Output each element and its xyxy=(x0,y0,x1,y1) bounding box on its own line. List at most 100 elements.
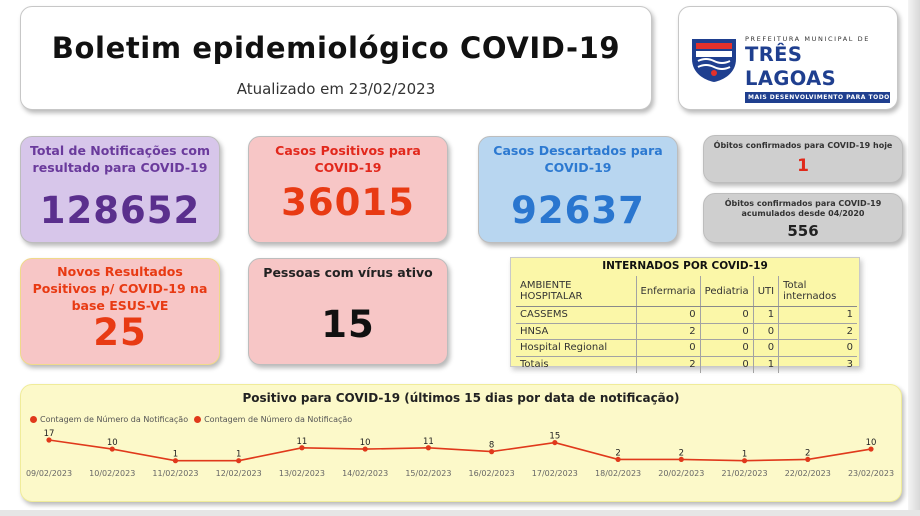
data-label: 2 xyxy=(679,448,684,458)
kpi-value: 92637 xyxy=(511,189,645,232)
table-title: INTERNADOS POR COVID-19 xyxy=(602,260,768,272)
x-tick-label: 09/02/2023 xyxy=(26,469,72,478)
data-point[interactable] xyxy=(46,437,52,443)
table-cell: 0 xyxy=(752,339,779,357)
table-row: CASSEMS 0 0 1 1 xyxy=(516,306,857,324)
logo-text: PREFEITURA MUNICIPAL DE TRÊS LAGOAS MAIS… xyxy=(745,35,894,103)
data-label: 2 xyxy=(615,448,620,458)
data-point[interactable] xyxy=(678,456,684,463)
table-cell: Totais xyxy=(520,359,549,370)
legend-dot-icon xyxy=(194,416,202,423)
x-tick-label: 22/02/2023 xyxy=(785,469,831,478)
column-header[interactable]: UTI xyxy=(752,276,779,307)
data-label: 2 xyxy=(805,448,810,458)
data-point[interactable] xyxy=(236,458,242,464)
internados-table: AMBIENTE HOSPITALAR Enfermaria Pediatria… xyxy=(516,276,857,373)
data-label: 17 xyxy=(44,429,55,439)
table-cell: 1 xyxy=(752,306,779,324)
kpi-value: 15 xyxy=(321,303,375,346)
window-right-edge xyxy=(908,0,920,516)
table-cell: 2 xyxy=(778,323,857,340)
kpi-label: Pessoas com vírus ativo xyxy=(263,265,433,280)
data-label: 11 xyxy=(423,437,434,447)
x-tick-label: 13/02/2023 xyxy=(279,469,325,478)
x-tick-label: 21/02/2023 xyxy=(721,469,767,478)
data-point[interactable] xyxy=(172,458,179,464)
column-header[interactable]: AMBIENTE HOSPITALAR xyxy=(516,276,636,307)
data-label: 10 xyxy=(866,438,877,448)
data-label: 15 xyxy=(549,432,560,442)
table-row: Hospital Regional 0 0 0 0 xyxy=(516,339,857,357)
table-cell: 0 xyxy=(778,339,857,357)
table-total-row: Totais 2 0 1 3 xyxy=(516,356,857,373)
column-header[interactable]: Total internados xyxy=(778,276,857,307)
data-point[interactable] xyxy=(489,449,495,455)
data-point[interactable] xyxy=(362,446,368,452)
kpi-label: Óbitos confirmados para COVID-19 hoje xyxy=(713,141,893,150)
data-point[interactable] xyxy=(805,456,811,463)
kpi-obitos-hoje: Óbitos confirmados para COVID-19 hoje 1 xyxy=(703,135,903,183)
window-bottom-edge xyxy=(0,510,920,516)
data-label: 11 xyxy=(297,437,308,447)
column-header[interactable]: Enfermaria xyxy=(635,276,701,307)
data-point[interactable] xyxy=(741,458,748,464)
table-cell: 1 xyxy=(752,356,779,373)
kpi-casos-positivos: Casos Positivos para COVID-19 36015 xyxy=(248,136,448,243)
table-cell: 0 xyxy=(752,323,779,340)
kpi-value: 36015 xyxy=(281,181,415,224)
header-card: Boletim epidemiológico COVID-19 Atualiza… xyxy=(20,6,652,110)
internados-table-card: INTERNADOS POR COVID-19 AMBIENTE HOSPITA… xyxy=(510,257,860,373)
table-row: HNSA 2 0 0 2 xyxy=(516,323,857,340)
data-label: 1 xyxy=(173,450,178,460)
table-cell: 0 xyxy=(635,306,701,324)
logo-city-name: TRÊS LAGOAS xyxy=(745,43,837,90)
logo-top-line: PREFEITURA MUNICIPAL DE xyxy=(745,35,870,43)
table-cell: 2 xyxy=(635,356,701,373)
logo-card: PREFEITURA MUNICIPAL DE TRÊS LAGOAS MAIS… xyxy=(678,6,898,110)
data-point[interactable] xyxy=(425,445,431,451)
x-tick-label: 12/02/2023 xyxy=(216,469,262,478)
kpi-label: Novos Resultados Positivos p/ COVID-19 n… xyxy=(32,264,208,313)
x-tick-label: 15/02/2023 xyxy=(405,469,451,478)
data-point[interactable] xyxy=(868,446,874,452)
data-label: 10 xyxy=(107,438,118,448)
kpi-value: 556 xyxy=(787,222,819,240)
x-tick-label: 23/02/2023 xyxy=(848,469,894,478)
data-label: 8 xyxy=(489,441,494,451)
table-header-row: AMBIENTE HOSPITALAR Enfermaria Pediatria… xyxy=(516,276,857,307)
data-point[interactable] xyxy=(615,456,621,463)
legend-dot-icon xyxy=(30,416,37,423)
table-cell: 0 xyxy=(699,306,754,324)
data-point[interactable] xyxy=(552,439,558,446)
table-cell: Hospital Regional xyxy=(516,339,636,357)
table-cell: 1 xyxy=(778,306,857,324)
series-line xyxy=(48,439,872,462)
table-cell: 0 xyxy=(699,323,754,340)
table-cell: HNSA xyxy=(516,323,636,340)
logo-slogan: MAIS DESENVOLVIMENTO PARA TODOS xyxy=(745,92,894,103)
data-label: 1 xyxy=(236,450,241,460)
data-label: 1 xyxy=(742,450,747,460)
x-tick-label: 10/02/2023 xyxy=(89,469,135,478)
kpi-label: Casos Descartados para COVID-19 xyxy=(493,143,663,175)
column-header[interactable]: Pediatria xyxy=(699,276,754,307)
legend-item[interactable]: Contagem de Número da Notificação xyxy=(194,415,352,424)
chart-legend: Contagem de Número da Notificação Contag… xyxy=(30,415,352,424)
legend-label: Contagem de Número da Notificação xyxy=(204,415,353,424)
data-point[interactable] xyxy=(109,446,115,452)
data-point[interactable] xyxy=(299,445,305,451)
legend-item[interactable]: Contagem de Número da Notificação xyxy=(30,415,188,424)
kpi-casos-descartados: Casos Descartados para COVID-19 92637 xyxy=(478,136,678,243)
table-cell: 3 xyxy=(778,356,857,373)
city-emblem-icon xyxy=(692,39,736,82)
table-cell: 0 xyxy=(635,339,701,357)
kpi-label: Total de Notificações com resultado para… xyxy=(30,143,210,175)
data-label: 10 xyxy=(360,438,371,448)
positivos-chart-card: Positivo para COVID-19 (últimos 15 dias … xyxy=(20,384,902,502)
line-chart: 17 09/02/2023 10 10/02/2023 1 11/02/2023 1 12/0… xyxy=(26,429,894,478)
page-title: Boletim epidemiológico COVID-19 xyxy=(51,31,621,65)
kpi-label: Casos Positivos para COVID-19 xyxy=(275,143,421,175)
table-cell: 0 xyxy=(699,356,754,373)
kpi-value: 25 xyxy=(93,311,147,354)
x-tick-label: 20/02/2023 xyxy=(658,469,704,478)
